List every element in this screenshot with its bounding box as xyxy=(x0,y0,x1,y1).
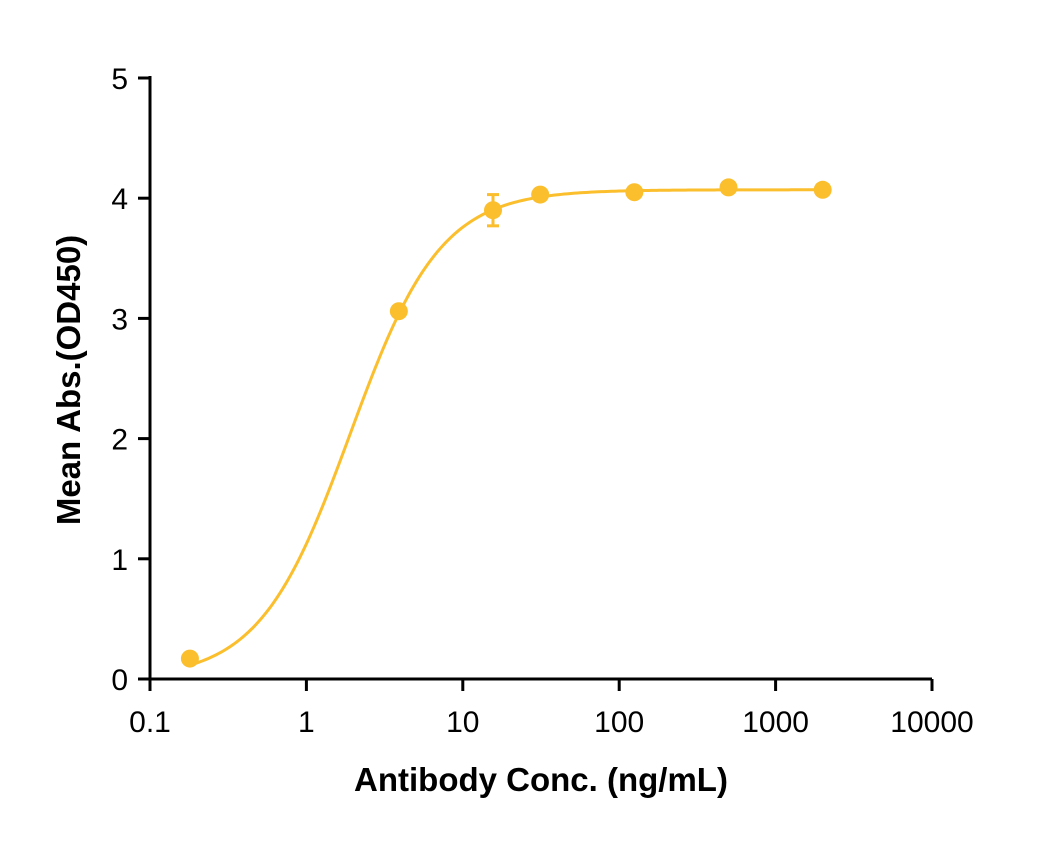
y-tick-label: 2 xyxy=(111,424,128,457)
ticks: 0.1 1 10 100 1000 10000 0 1 2 3 4 5 xyxy=(111,63,973,739)
data-point xyxy=(813,180,832,199)
x-axis-title: Antibody Conc. (ng/mL) xyxy=(354,761,728,798)
x-tick-label: 1 xyxy=(298,706,315,739)
x-tick-label: 1000 xyxy=(742,706,809,739)
y-tick-label: 3 xyxy=(111,303,128,336)
y-tick-label: 0 xyxy=(111,664,128,697)
data-point xyxy=(180,649,199,668)
x-tick-label: 10000 xyxy=(890,706,973,739)
x-tick-label: 0.1 xyxy=(129,706,171,739)
y-axis-title: Mean Abs.(OD450) xyxy=(50,235,87,525)
fit-curve xyxy=(189,188,823,667)
data-point xyxy=(625,183,644,202)
axes xyxy=(148,76,932,681)
data-point xyxy=(531,185,550,204)
y-tick-label: 1 xyxy=(111,544,128,577)
data-points-layer xyxy=(180,178,832,668)
y-tick-label: 4 xyxy=(111,183,128,216)
y-tick-label: 5 xyxy=(111,63,128,96)
data-point xyxy=(484,201,503,220)
x-tick-label: 10 xyxy=(446,706,479,739)
data-point xyxy=(719,178,738,197)
fit-curve-layer xyxy=(189,188,823,667)
x-tick-label: 100 xyxy=(594,706,644,739)
data-point xyxy=(389,302,408,321)
